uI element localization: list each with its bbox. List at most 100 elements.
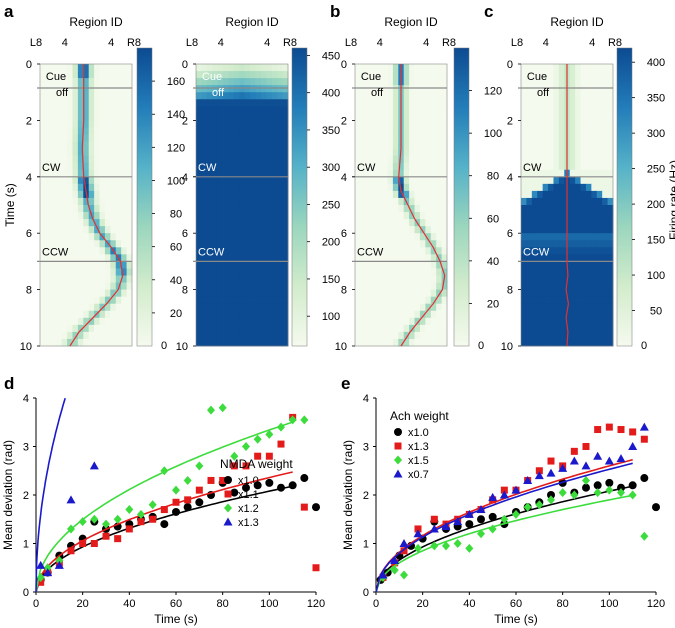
heatmap-cell [365,134,372,142]
heatmap-cell [201,120,208,128]
heatmap-cell [266,169,273,178]
heatmap-cell [575,240,581,248]
heatmap-cell [531,233,538,241]
heatmap-cell [217,282,224,290]
heatmap-cell [115,296,122,305]
heatmap-cell [223,78,229,86]
heatmap-cell [271,268,278,276]
heatmap-cell [104,219,111,227]
heatmap-cell [56,310,63,319]
y-tick-label: 2 [23,490,29,502]
heatmap-cell [602,64,608,72]
heatmap-cell [602,275,608,283]
heatmap-cell [104,205,111,213]
heatmap-cell [575,324,581,333]
heatmap-cell [271,92,278,100]
heatmap-cell [382,106,388,114]
heatmap-cell [61,197,68,206]
heatmap-cell [591,148,598,157]
heatmap-cell [355,247,361,255]
heatmap-cell [255,141,262,149]
heatmap-cell [250,310,256,319]
heatmap-cell [56,127,63,135]
heatmap-cell [376,233,383,241]
heatmap-cell [526,205,533,213]
heatmap-cell [355,78,361,86]
heatmap-cell [441,254,448,262]
heatmap-cell [67,148,73,157]
heatmap-cell [542,317,549,326]
heatmap-cell [83,275,90,283]
heatmap-cell [436,176,442,185]
heatmap-cell [77,275,84,283]
heatmap-cell [110,99,117,107]
heatmap-cell [403,120,410,128]
heatmap-cell [223,254,229,262]
heatmap-cell [104,64,111,72]
heatmap-cell [83,296,90,305]
heatmap-cell [244,219,251,227]
heatmap-cell [425,296,432,305]
heatmap-cell [77,169,84,178]
heatmap-cell [382,134,388,142]
heatmap-cell [196,127,202,135]
heatmap-cell [223,71,229,79]
heatmap-cell [419,247,426,255]
heatmap-cell [110,127,117,135]
heatmap-cell [271,113,278,121]
heatmap-cell [403,71,410,79]
data-point [184,496,192,504]
heatmap-cell [121,162,127,171]
legend-marker [393,469,403,478]
heatmap-cell [537,324,544,333]
heatmap-cell [77,331,84,340]
heatmap-cell [355,141,361,149]
heatmap-cell [56,176,63,185]
heatmap-cell [596,205,603,213]
heatmap-cell [430,71,437,79]
heatmap-cell [548,183,554,192]
heatmap-cell [282,331,289,340]
heatmap-cell [542,205,549,213]
heatmap-cell [548,64,554,72]
heatmap-cell [72,219,79,227]
heatmap-cell [99,282,106,290]
heatmap-cell [266,85,273,93]
heatmap-cell [360,205,367,213]
heatmap-cell [531,127,538,135]
data-point [430,515,438,523]
heatmap-cell [212,197,219,206]
heatmap-cell [121,212,127,220]
heatmap-cell [61,247,68,255]
heatmap-cell [104,233,111,241]
heatmap-cell [83,169,90,178]
heatmap-cell [436,261,442,269]
heatmap-cell [542,120,549,128]
heatmap-cell [250,127,256,135]
colorbar-tick-label: 120 [167,142,185,154]
heatmap-cell [110,310,117,319]
heatmap-cell [72,296,79,305]
heatmap-cell [223,197,229,206]
heatmap-cell [266,183,273,192]
heatmap-cell [360,197,367,206]
heatmap-cell [206,282,213,290]
heatmap-cell [526,190,533,199]
heatmap-cell [228,127,235,135]
heatmap-cell [392,113,399,121]
event-label: CCW [523,246,550,258]
heatmap-cell [558,155,565,164]
trajectory-trace [69,64,124,347]
heatmap-cell [409,155,415,164]
heatmap-cell [206,310,213,319]
heatmap-cell [521,233,527,241]
heatmap-cell [104,134,111,142]
heatmap-cell [94,190,100,199]
heatmap-cell [531,99,538,107]
heatmap-cell [371,268,378,276]
heatmap-cell [104,310,111,319]
heatmap-cell [196,197,202,206]
heatmap-cell [212,331,219,340]
heatmap-cell [585,141,592,149]
heatmap-cell [228,303,235,312]
